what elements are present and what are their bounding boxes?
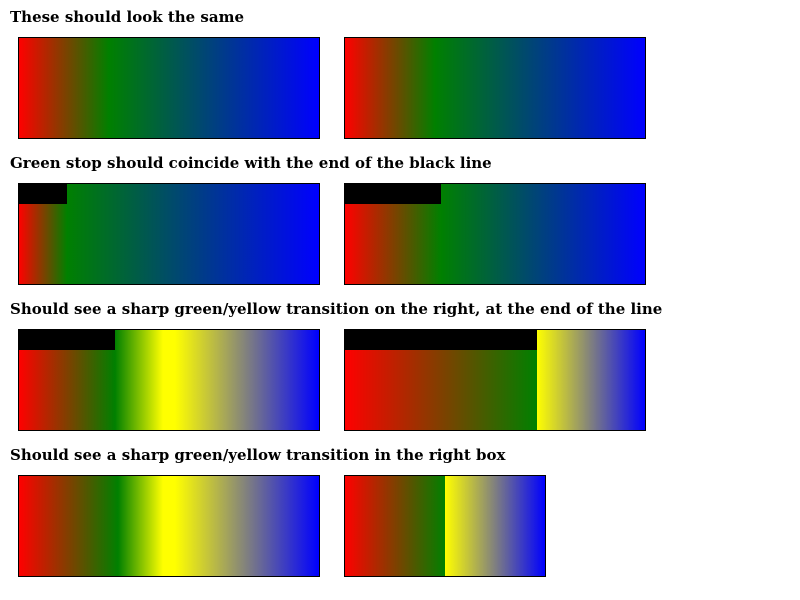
gradient-box-row-1-right (344, 37, 646, 139)
gradient-box-row-4-left (18, 475, 320, 577)
gradient-box-row-2-right (344, 183, 646, 285)
heading-row-4: Should see a sharp green/yellow transiti… (10, 446, 506, 464)
heading-row-2: Green stop should coincide with the end … (10, 154, 492, 172)
gradient-box-row-1-left (18, 37, 320, 139)
gradient-box-row-3-left (18, 329, 320, 431)
black-line (345, 184, 441, 204)
gradient-box-row-3-right (344, 329, 646, 431)
heading-row-3: Should see a sharp green/yellow transiti… (10, 300, 663, 318)
black-line (19, 330, 115, 350)
gradient-box-row-2-left (18, 183, 320, 285)
gradient-box-row-4-right (344, 475, 546, 577)
black-line (19, 184, 67, 204)
black-line (345, 330, 537, 350)
heading-row-1: These should look the same (10, 8, 244, 26)
